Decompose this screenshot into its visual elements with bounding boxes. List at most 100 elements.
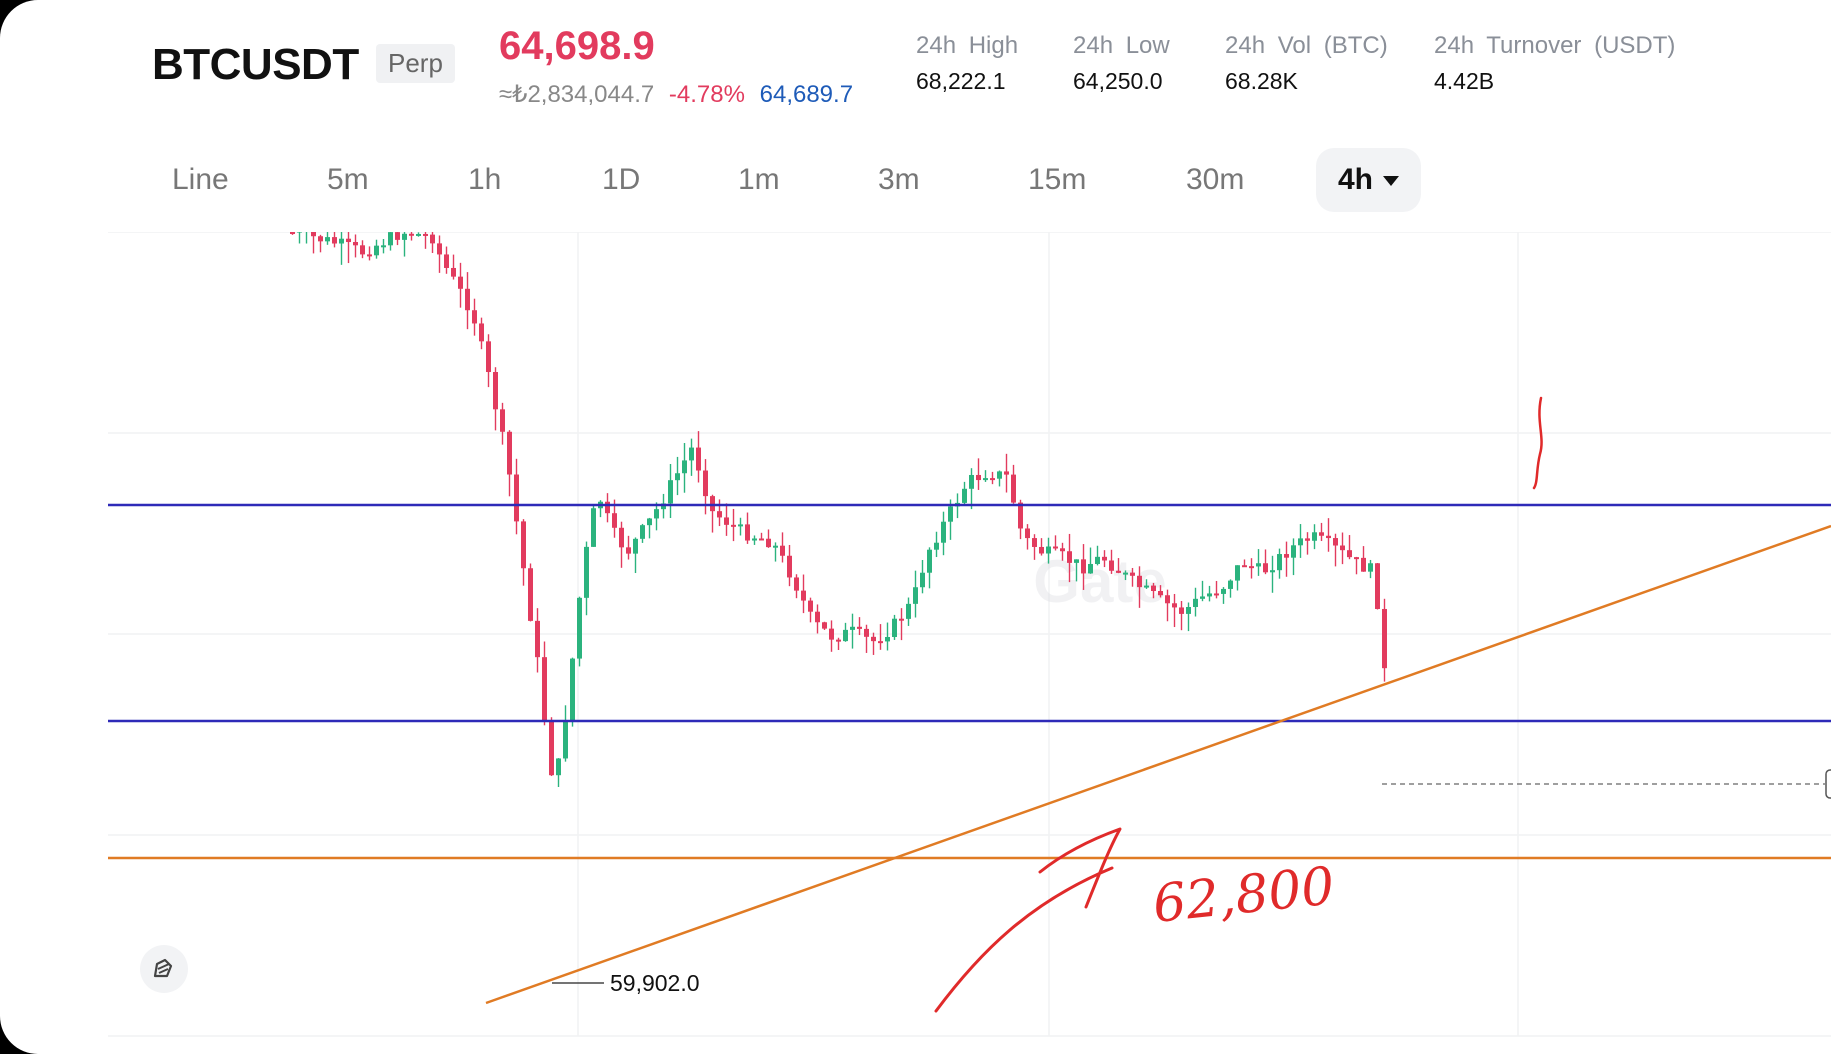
candle-body bbox=[1193, 598, 1198, 608]
candle-body bbox=[563, 720, 568, 759]
candle-body bbox=[885, 636, 890, 642]
candle-body bbox=[479, 323, 484, 342]
candle-body bbox=[353, 242, 358, 246]
candle-body bbox=[843, 629, 848, 642]
candle-body bbox=[423, 233, 428, 236]
hand-drawn-target: 62,800 bbox=[1150, 856, 1337, 935]
candle-body bbox=[437, 243, 442, 255]
candle-body bbox=[395, 232, 400, 240]
candle-body bbox=[507, 431, 512, 475]
candle-body bbox=[829, 628, 834, 640]
tab-4h-label: 4h bbox=[1338, 163, 1374, 196]
tab-30m[interactable]: 30m bbox=[1186, 163, 1245, 196]
candle-body bbox=[759, 538, 764, 541]
candle-body bbox=[766, 538, 771, 548]
candle-body bbox=[836, 639, 841, 642]
low-marker-label: 59,902.0 bbox=[610, 970, 700, 996]
candlestick-chart[interactable]: Gate 59,902.0 62,800 bbox=[0, 232, 1831, 1054]
candle-body bbox=[689, 447, 694, 461]
candle-body bbox=[1298, 538, 1303, 546]
change-percent: -4.78% bbox=[668, 81, 745, 108]
candle-body bbox=[1235, 565, 1240, 581]
tab-1h[interactable]: 1h bbox=[468, 163, 502, 196]
candle-body bbox=[654, 509, 659, 519]
candle-body bbox=[738, 524, 743, 527]
candle-body bbox=[997, 471, 1002, 479]
candle-body bbox=[1284, 554, 1289, 558]
drawing-tool-icon bbox=[153, 958, 173, 978]
candle-body bbox=[1025, 528, 1030, 539]
candle-body bbox=[1179, 607, 1184, 614]
candle-body bbox=[983, 478, 988, 481]
candle-body bbox=[703, 470, 708, 497]
candle-body bbox=[948, 506, 953, 522]
candle-body bbox=[1186, 607, 1191, 614]
candle-body bbox=[780, 545, 785, 556]
candle-body bbox=[1214, 593, 1219, 596]
candle-body bbox=[1018, 502, 1023, 529]
candle-body bbox=[1060, 548, 1065, 552]
candle-body bbox=[1095, 556, 1100, 564]
candle-body bbox=[542, 657, 547, 721]
candle-body bbox=[822, 622, 827, 629]
candle-body bbox=[773, 545, 778, 548]
candle-body bbox=[640, 525, 645, 539]
symbol-title[interactable]: BTCUSDT bbox=[152, 40, 359, 89]
last-price: 64,698.9 bbox=[499, 24, 655, 68]
candle-body bbox=[1046, 546, 1051, 554]
candle-body bbox=[1291, 545, 1296, 558]
candle-body bbox=[1172, 603, 1177, 608]
candle-body bbox=[990, 478, 995, 481]
tab-15m[interactable]: 15m bbox=[1028, 163, 1087, 196]
tab-1d[interactable]: 1D bbox=[602, 163, 641, 196]
candle-body bbox=[1277, 554, 1282, 571]
candle-body bbox=[1242, 565, 1247, 568]
stat-value: 4.42B bbox=[1434, 68, 1495, 94]
tab-line[interactable]: Line bbox=[172, 163, 229, 196]
candle-body bbox=[857, 626, 862, 629]
stat-value: 68.28K bbox=[1225, 68, 1298, 94]
stat-24h-high: 24h High 68,222.1 bbox=[916, 32, 1018, 95]
candle-body bbox=[1319, 532, 1324, 536]
candle-body bbox=[906, 603, 911, 619]
stat-value: 68,222.1 bbox=[916, 68, 1006, 94]
tab-4h[interactable]: 4h bbox=[1316, 148, 1422, 212]
candle-body bbox=[1088, 563, 1093, 574]
candle-body bbox=[1158, 591, 1163, 596]
price-subrow: ≈₺2,834,044.7 -4.78% 64,689.7 bbox=[499, 80, 861, 109]
candle-body bbox=[934, 542, 939, 550]
candle-body bbox=[332, 237, 337, 244]
tab-3m[interactable]: 3m bbox=[878, 163, 920, 196]
candle-body bbox=[514, 474, 519, 522]
candle-body bbox=[458, 276, 463, 289]
candle-body bbox=[1256, 563, 1261, 567]
candle-body bbox=[717, 511, 722, 518]
drawing-tool-button[interactable] bbox=[140, 945, 188, 993]
candle-body bbox=[416, 233, 421, 236]
candle-body bbox=[535, 620, 540, 658]
candle-body bbox=[605, 501, 610, 514]
tab-5m[interactable]: 5m bbox=[327, 163, 369, 196]
stat-value: 64,250.0 bbox=[1073, 68, 1163, 94]
candle-body bbox=[976, 474, 981, 481]
stat-label: 24h Vol (BTC) bbox=[1225, 32, 1388, 59]
hand-drawn-arrow bbox=[934, 827, 1122, 1013]
candle-body bbox=[892, 618, 897, 637]
candle-body bbox=[1067, 551, 1072, 563]
candle-body bbox=[1207, 593, 1212, 597]
candle-body bbox=[500, 409, 505, 432]
stat-24h-low: 24h Low 64,250.0 bbox=[1073, 32, 1170, 95]
candle-body bbox=[1312, 532, 1317, 541]
candle-body bbox=[402, 233, 407, 240]
tab-1m[interactable]: 1m bbox=[738, 163, 780, 196]
candle-body bbox=[871, 636, 876, 642]
candle-body bbox=[1340, 545, 1345, 551]
candle-body bbox=[1326, 535, 1331, 539]
candle-body bbox=[633, 538, 638, 554]
candle-body bbox=[374, 245, 379, 256]
candle-body bbox=[1116, 570, 1121, 573]
candle-body bbox=[486, 341, 491, 373]
candle-body bbox=[668, 480, 673, 504]
candles bbox=[290, 232, 1387, 788]
candle-body bbox=[1305, 538, 1310, 541]
